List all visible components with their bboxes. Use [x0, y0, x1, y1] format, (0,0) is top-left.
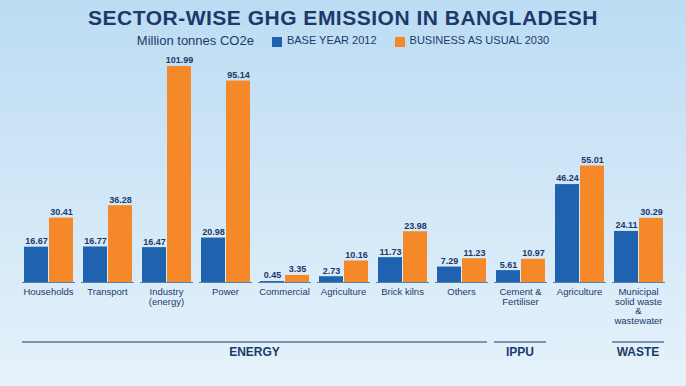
- svg-text:95.14: 95.14: [227, 70, 250, 80]
- svg-text:Transport: Transport: [87, 286, 128, 297]
- svg-text:10.16: 10.16: [345, 250, 368, 260]
- html-text:BUSINESS AS USUAL 2030: BUSINESS AS USUAL 2030: [409, 34, 550, 47]
- svg-text:55.01: 55.01: [581, 155, 604, 165]
- svg-text:Brick kilns: Brick kilns: [381, 286, 424, 297]
- html-text:SECTOR-WISE GHG EMISSION IN BA: SECTOR-WISE GHG EMISSION IN BANGLADESH: [88, 6, 598, 29]
- svg-text:46.24: 46.24: [556, 173, 579, 183]
- svg-text:Municipalsolid waste&wastewate: Municipalsolid waste&wastewater: [613, 286, 662, 326]
- svg-text:Households: Households: [23, 286, 73, 297]
- svg-text:10.97: 10.97: [522, 248, 545, 258]
- svg-text:11.73: 11.73: [379, 247, 401, 257]
- svg-text:24.11: 24.11: [615, 220, 637, 230]
- svg-text:Industry(energy): Industry(energy): [149, 286, 184, 307]
- svg-text:5.61: 5.61: [500, 259, 518, 269]
- svg-text:2.73: 2.73: [323, 266, 341, 276]
- svg-text:0.45: 0.45: [264, 270, 282, 280]
- html-text:Million tonnes CO2e: Million tonnes CO2e: [136, 33, 254, 48]
- svg-text:Others: Others: [447, 286, 476, 297]
- svg-text:Cement &Fertiliser: Cement &Fertiliser: [499, 286, 542, 307]
- svg-text:16.67: 16.67: [25, 236, 48, 246]
- svg-text:Power: Power: [212, 286, 239, 297]
- svg-text:23.98: 23.98: [404, 221, 427, 231]
- html-text:BASE YEAR 2012: BASE YEAR 2012: [286, 34, 377, 47]
- svg-text:Commercial: Commercial: [259, 286, 310, 297]
- svg-text:11.23: 11.23: [463, 248, 485, 258]
- svg-text:20.98: 20.98: [202, 227, 225, 237]
- svg-text:Agriculture: Agriculture: [557, 286, 602, 297]
- svg-text:IPPU: IPPU: [506, 345, 534, 359]
- svg-text:30.29: 30.29: [640, 207, 663, 217]
- svg-text:WASTE: WASTE: [617, 345, 660, 359]
- svg-text:101.99: 101.99: [166, 55, 194, 65]
- svg-text:16.77: 16.77: [84, 236, 107, 246]
- svg-text:ENERGY: ENERGY: [229, 345, 280, 359]
- svg-text:3.35: 3.35: [289, 264, 307, 274]
- svg-text:16.47: 16.47: [143, 236, 166, 246]
- svg-text:30.41: 30.41: [50, 207, 73, 217]
- svg-text:36.28: 36.28: [109, 195, 132, 205]
- svg-text:Agriculture: Agriculture: [321, 286, 366, 297]
- svg-text:7.29: 7.29: [441, 256, 459, 266]
